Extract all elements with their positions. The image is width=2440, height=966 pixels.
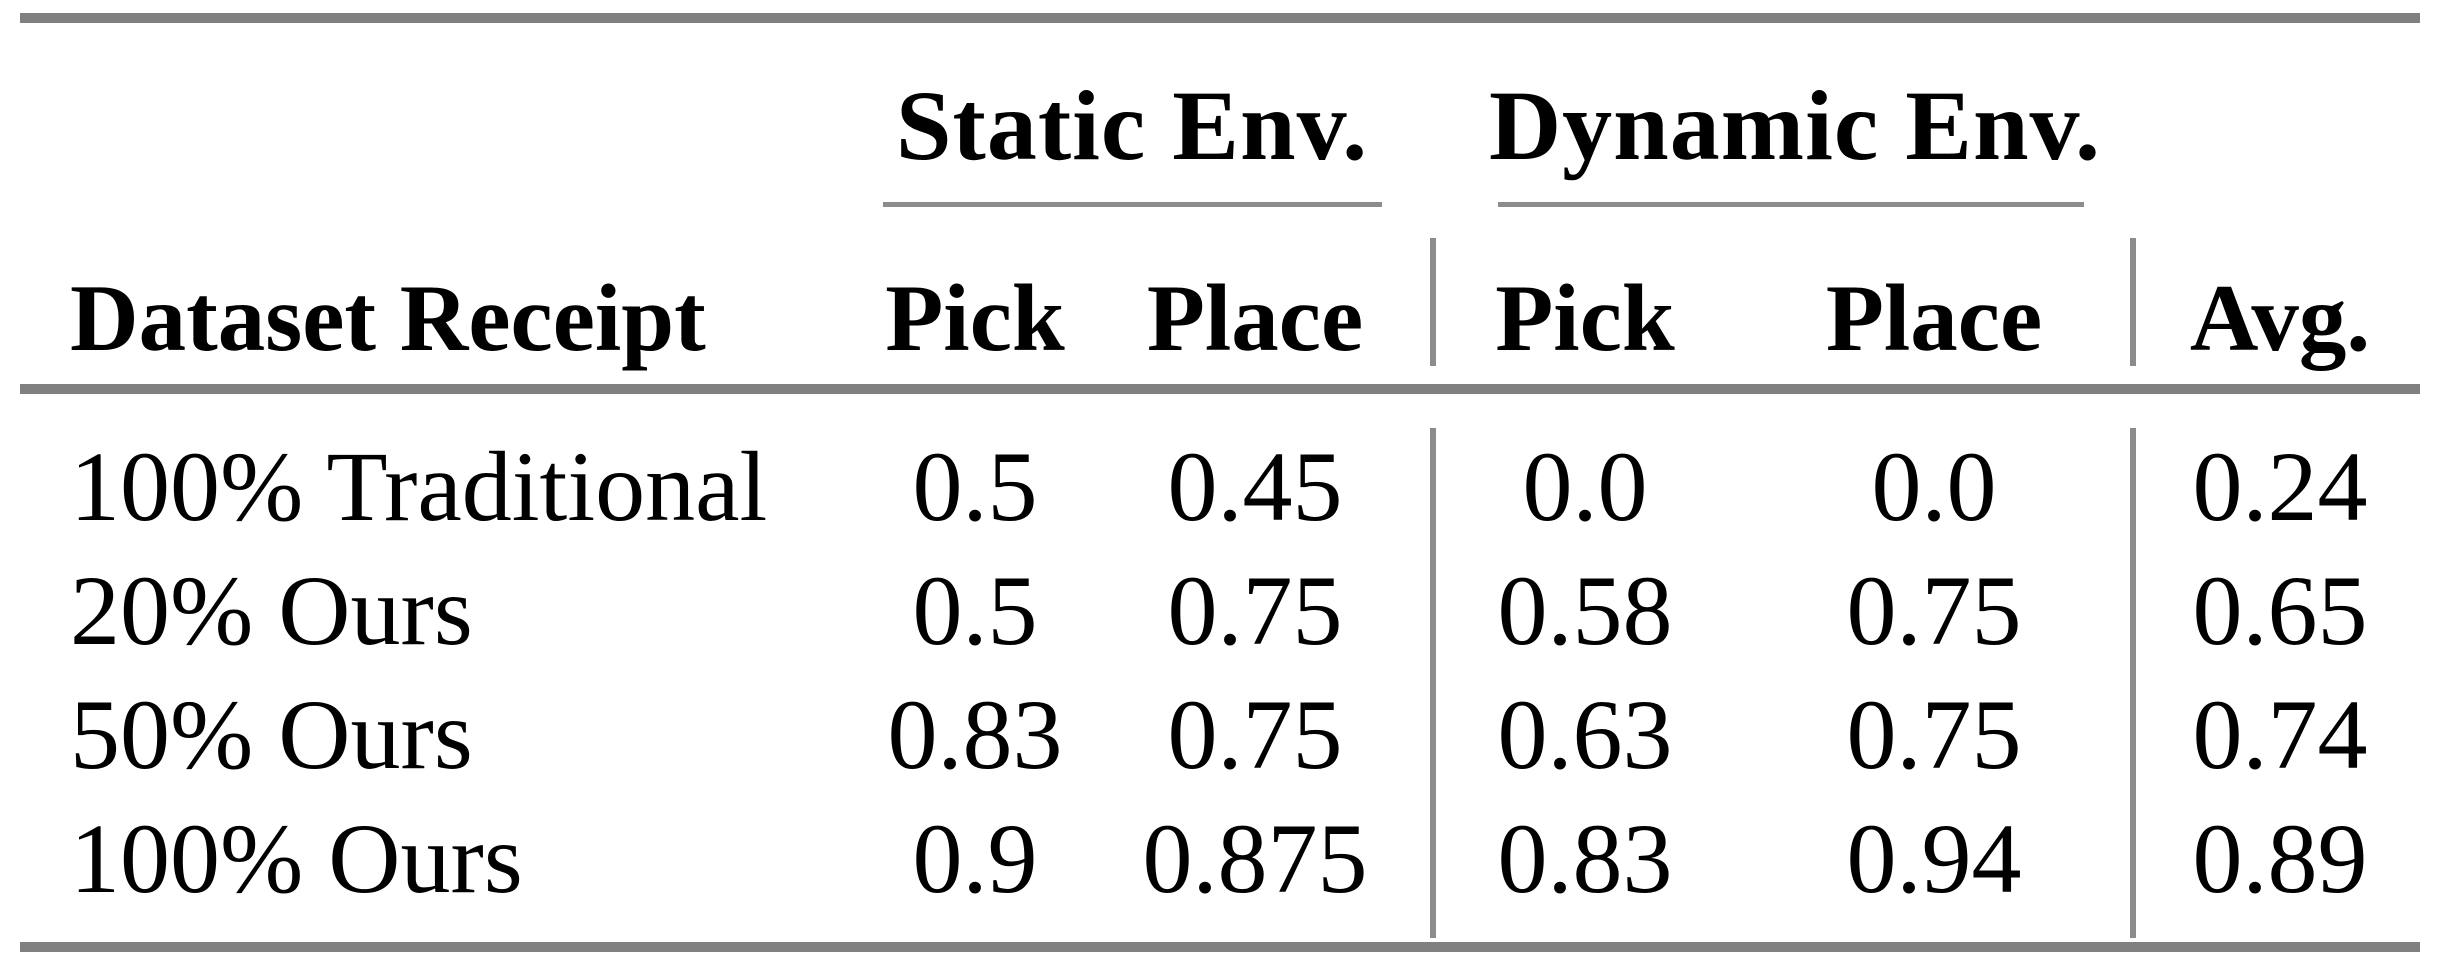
vertical-separator bbox=[1430, 238, 1436, 366]
table-cell: 0.9 bbox=[912, 803, 1038, 914]
row-label: 20% Ours bbox=[70, 555, 473, 666]
table-cell: 0.75 bbox=[1846, 679, 2022, 790]
table-cell: 0.83 bbox=[1497, 803, 1673, 914]
bottom-rule bbox=[20, 942, 2420, 952]
table-cell: 0.75 bbox=[1167, 555, 1343, 666]
table-cell: 0.75 bbox=[1846, 555, 2022, 666]
table-cell: 0.83 bbox=[887, 679, 1063, 790]
vertical-separator bbox=[2130, 428, 2136, 938]
table-row: 100% Traditional 0.5 0.45 0.0 0.0 0.24 bbox=[0, 429, 2440, 551]
table-cell: 0.65 bbox=[2192, 555, 2368, 666]
table-row: 20% Ours 0.5 0.75 0.58 0.75 0.65 bbox=[0, 553, 2440, 675]
column-group-dynamic: Dynamic Env. bbox=[1488, 70, 2102, 181]
table-cell: 0.24 bbox=[2192, 431, 2368, 542]
table-cell: 0.58 bbox=[1497, 555, 1673, 666]
column-header-static-place: Place bbox=[1146, 265, 1364, 371]
row-label: 50% Ours bbox=[70, 679, 473, 790]
table-row: 100% Ours 0.9 0.875 0.83 0.94 0.89 bbox=[0, 801, 2440, 923]
column-group-static: Static Env. bbox=[895, 70, 1369, 181]
top-rule bbox=[20, 13, 2420, 23]
table-cell: 0.75 bbox=[1167, 679, 1343, 790]
table-cell: 0.74 bbox=[2192, 679, 2368, 790]
table-cell: 0.63 bbox=[1497, 679, 1673, 790]
table-cell: 0.5 bbox=[912, 431, 1038, 542]
dynamic-group-underline bbox=[1498, 202, 2084, 207]
column-header-static-pick: Pick bbox=[885, 265, 1065, 371]
column-header-avg: Avg. bbox=[2189, 265, 2371, 371]
row-label: 100% Traditional bbox=[70, 431, 768, 542]
vertical-separator bbox=[2130, 238, 2136, 366]
table-row: 50% Ours 0.83 0.75 0.63 0.75 0.74 bbox=[0, 677, 2440, 799]
table-cell: 0.94 bbox=[1846, 803, 2022, 914]
table-cell: 0.0 bbox=[1871, 431, 1997, 542]
static-group-underline bbox=[883, 202, 1382, 207]
table-cell: 0.89 bbox=[2192, 803, 2368, 914]
table-cell: 0.875 bbox=[1142, 803, 1368, 914]
table-cell: 0.0 bbox=[1522, 431, 1648, 542]
vertical-separator bbox=[1430, 428, 1436, 938]
table-cell: 0.45 bbox=[1167, 431, 1343, 542]
column-header-dataset-receipt: Dataset Receipt bbox=[70, 265, 706, 371]
header-rule bbox=[20, 384, 2420, 394]
column-header-dynamic-place: Place bbox=[1825, 265, 2043, 371]
column-header-dynamic-pick: Pick bbox=[1495, 265, 1675, 371]
table-cell: 0.5 bbox=[912, 555, 1038, 666]
row-label: 100% Ours bbox=[70, 803, 523, 914]
